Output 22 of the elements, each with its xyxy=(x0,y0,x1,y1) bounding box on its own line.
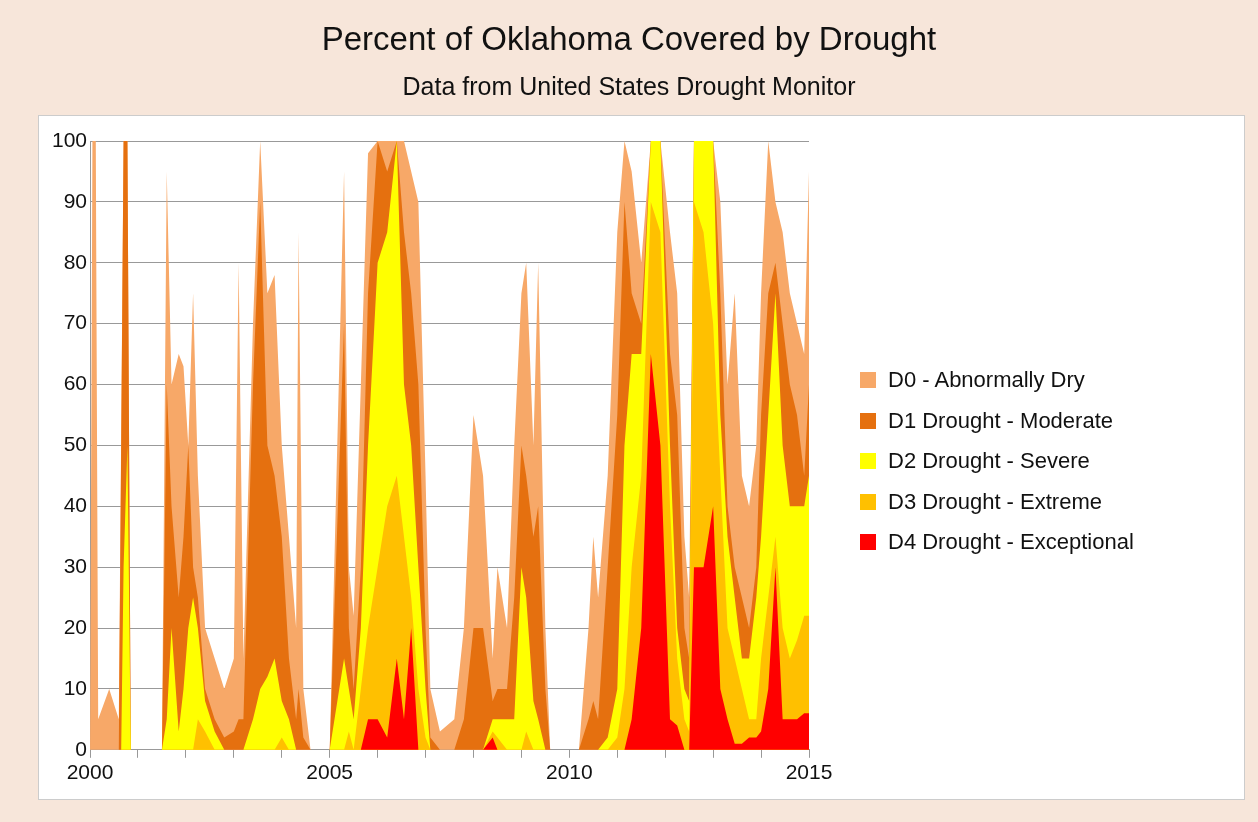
y-tick-label: 0 xyxy=(75,736,88,760)
chart-title: Percent of Oklahoma Covered by Drought xyxy=(320,20,938,58)
y-tick-label: 70 xyxy=(63,310,88,334)
y-tick-label: 40 xyxy=(63,493,88,517)
y-tick-label: 60 xyxy=(63,371,88,395)
y-tick-label: 30 xyxy=(63,553,88,577)
legend-label: D4 Drought - Exceptional xyxy=(888,529,1134,556)
y-tick-label: 100 xyxy=(51,127,88,151)
legend-label: D3 Drought - Extreme xyxy=(888,488,1102,515)
legend-label: D0 - Abnormally Dry xyxy=(888,367,1085,394)
x-tick-label: 2015 xyxy=(785,760,833,784)
legend-label: D2 Drought - Severe xyxy=(888,448,1090,475)
y-tick-label: 50 xyxy=(63,432,88,456)
y-tick-label: 80 xyxy=(63,249,88,273)
y-tick-label: 10 xyxy=(63,675,88,699)
y-tick-label: 20 xyxy=(63,614,88,638)
x-tick-label: 2000 xyxy=(66,760,114,784)
x-tick-label: 2010 xyxy=(545,760,593,784)
legend-label: D1 Drought - Moderate xyxy=(888,407,1113,434)
chart-subtitle: Data from United States Drought Monitor xyxy=(401,72,857,101)
y-tick-label: 90 xyxy=(63,188,88,212)
x-tick-label: 2005 xyxy=(306,760,354,784)
